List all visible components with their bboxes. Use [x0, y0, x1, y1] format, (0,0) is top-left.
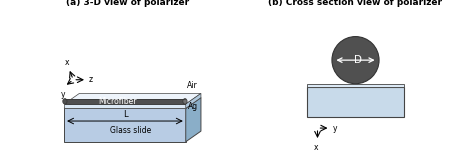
FancyBboxPatch shape	[307, 87, 404, 117]
Polygon shape	[186, 93, 201, 108]
Text: L: L	[123, 110, 127, 119]
Text: z: z	[89, 75, 92, 84]
Text: x: x	[314, 143, 318, 152]
Polygon shape	[64, 98, 201, 108]
Text: x: x	[65, 58, 69, 67]
Ellipse shape	[332, 37, 379, 84]
Text: y: y	[61, 90, 66, 99]
Ellipse shape	[63, 99, 67, 104]
Text: D: D	[354, 55, 362, 65]
Ellipse shape	[183, 99, 187, 104]
Title: (a) 3-D view of polarizer: (a) 3-D view of polarizer	[66, 0, 190, 7]
Polygon shape	[64, 93, 201, 104]
Text: Air: Air	[187, 81, 198, 90]
Polygon shape	[64, 108, 186, 142]
Text: Ag: Ag	[188, 102, 198, 111]
Polygon shape	[64, 104, 186, 108]
FancyBboxPatch shape	[307, 84, 404, 87]
Title: (b) Cross section view of polarizer: (b) Cross section view of polarizer	[268, 0, 443, 7]
Text: Microfiber: Microfiber	[99, 97, 137, 106]
FancyBboxPatch shape	[65, 99, 185, 104]
Text: y: y	[333, 124, 337, 133]
Text: Glass slide: Glass slide	[110, 126, 152, 135]
Polygon shape	[186, 98, 201, 142]
